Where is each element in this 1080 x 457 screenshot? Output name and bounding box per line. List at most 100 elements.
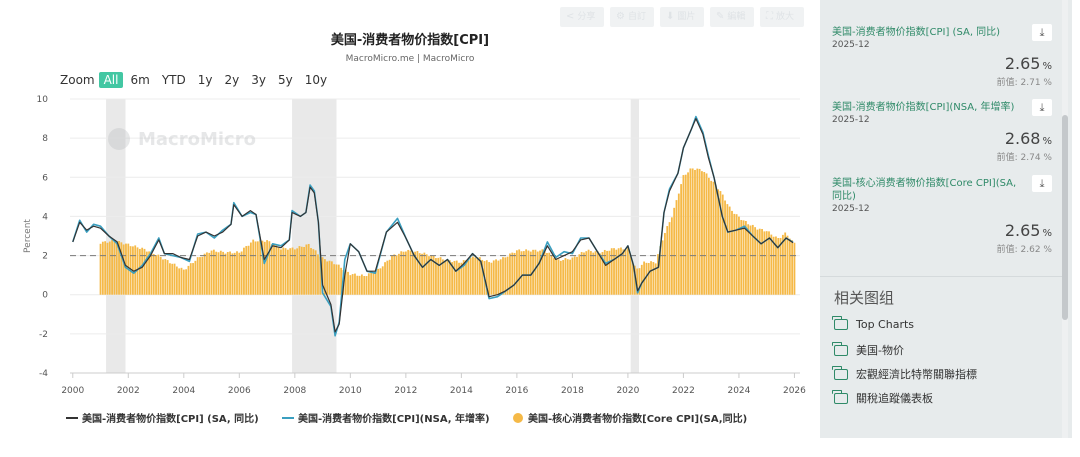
watermark: MacroMicro [108, 128, 256, 150]
core-cpi-bar [335, 264, 338, 295]
zoom-option-ytd[interactable]: YTD [161, 73, 186, 87]
core-cpi-bar [388, 259, 391, 295]
sidebar-scrollbar[interactable] [1062, 0, 1068, 438]
indicator-title[interactable]: 美国-核心消费者物价指数[Core CPI](SA,同比) [832, 178, 1017, 202]
core-cpi-bar [296, 248, 299, 295]
indicator-date: 2025-12 [832, 204, 870, 214]
indicator-card[interactable]: 美国-消费者物价指数[CPI] (SA, 同比) 2025-12 ⤓ 2.65% 前值:… [832, 24, 1058, 98]
settings-button[interactable]: ⚙ 自訂 [610, 7, 654, 27]
core-cpi-bar [282, 247, 285, 295]
core-cpi-bar [687, 172, 689, 295]
indicator-card[interactable]: 美国-核心消费者物价指数[Core CPI](SA,同比) 2025-12 ⤓ 2.6… [832, 175, 1058, 255]
core-cpi-bar [268, 241, 271, 295]
core-cpi-bar [277, 247, 280, 295]
core-cpi-bar [555, 258, 558, 295]
scrollbar-thumb[interactable] [1062, 115, 1068, 320]
core-cpi-bar [305, 244, 308, 295]
core-cpi-bar [310, 248, 312, 295]
core-cpi-bar [386, 260, 389, 295]
download-icon[interactable]: ⤓ [1032, 175, 1052, 192]
core-cpi-bar [657, 254, 659, 295]
core-cpi-bar [178, 268, 181, 295]
core-cpi-bar [455, 260, 458, 295]
core-cpi-bar [125, 243, 127, 295]
core-cpi-bar [744, 220, 747, 295]
indicator-previous: 前值: 2.62 % [996, 245, 1052, 255]
core-cpi-bar [534, 249, 537, 295]
zoom-option-all[interactable]: All [98, 72, 124, 88]
core-cpi-bar [781, 234, 784, 295]
indicator-value: 2.65% [1005, 54, 1052, 73]
indicator-title[interactable]: 美国-消费者物价指数[CPI] (SA, 同比) [832, 27, 1001, 38]
zoom-option-10y[interactable]: 10y [304, 73, 328, 87]
core-cpi-bar [707, 177, 710, 295]
zoom-option-1y[interactable]: 1y [197, 73, 213, 87]
download-icon[interactable]: ⤓ [1032, 24, 1052, 41]
core-cpi-bar [104, 241, 107, 295]
share-icon: < [566, 11, 575, 22]
core-cpi-bar [208, 252, 211, 295]
zoom-option-3y[interactable]: 3y [251, 73, 266, 87]
y-tick-label: -2 [39, 330, 48, 340]
core-cpi-bar [587, 249, 590, 295]
y-axis-label: Percent [23, 219, 33, 253]
core-cpi-bar [111, 239, 113, 295]
core-cpi-bar [115, 242, 118, 295]
core-cpi-bar [633, 265, 636, 295]
core-cpi-bar [724, 200, 726, 295]
core-cpi-bar [166, 260, 169, 295]
core-cpi-bar [173, 263, 176, 295]
fullscreen-button[interactable]: ⛶ 放大 [760, 7, 804, 27]
cpi-sa-line [72, 117, 794, 333]
share-button[interactable]: < 分享 [560, 7, 604, 27]
pencil-icon: ✎ [716, 11, 725, 22]
download-icon[interactable]: ⤓ [1032, 99, 1052, 116]
core-cpi-bar [765, 231, 768, 295]
indicator-sidebar: 美国-消费者物价指数[CPI] (SA, 同比) 2025-12 ⤓ 2.65% 前值:… [820, 0, 1072, 438]
core-cpi-bar [573, 256, 576, 295]
related-chart-link[interactable]: 美国-物价 [832, 341, 904, 358]
indicator-value: 2.65% [1005, 221, 1052, 240]
core-cpi-bar [326, 261, 329, 295]
y-tick-label: -4 [39, 369, 48, 379]
core-cpi-bar [99, 243, 102, 295]
core-cpi-bar [520, 251, 523, 295]
core-cpi-bar [777, 238, 780, 295]
core-cpi-bar [407, 249, 410, 295]
indicator-title[interactable]: 美国-消费者物价指数[CPI](NSA, 年增率) [832, 102, 1015, 113]
core-cpi-bar [518, 249, 521, 295]
core-cpi-bar [275, 244, 278, 295]
zoom-option-2y[interactable]: 2y [224, 73, 240, 87]
related-chart-link[interactable]: 宏觀經濟比特幣關聯指標 [832, 365, 977, 382]
related-chart-link[interactable]: Top Charts [832, 316, 914, 331]
image-button[interactable]: ⬇ 圖片 [660, 7, 704, 27]
indicator-card[interactable]: 美国-消费者物价指数[CPI](NSA, 年增率) 2025-12 ⤓ 2.68% 前值… [832, 99, 1058, 173]
core-cpi-bar [289, 248, 292, 295]
core-cpi-bar [536, 251, 539, 295]
core-cpi-bar [682, 175, 685, 295]
core-cpi-bar [155, 255, 157, 295]
core-cpi-bar [550, 255, 553, 295]
core-cpi-bar [171, 263, 174, 295]
indicator-date: 2025-12 [832, 40, 870, 50]
image-label: 圖片 [677, 12, 696, 22]
zoom-option-6m[interactable]: 6m [130, 73, 150, 87]
related-chart-link[interactable]: 關稅追蹤儀表板 [832, 389, 933, 406]
x-tick-label: 2020 [616, 386, 639, 396]
core-cpi-bar [721, 194, 724, 295]
y-tick-label: 0 [42, 291, 48, 301]
core-cpi-bar [418, 253, 421, 295]
x-tick-label: 2006 [228, 386, 251, 396]
core-cpi-bar [631, 261, 634, 295]
chart-toolbar: < 分享 ⚙ 自訂 ⬇ 圖片 ✎ 編輯 ⛶ 放大 [560, 7, 804, 27]
core-cpi-bar [522, 251, 525, 295]
zoom-option-5y[interactable]: 5y [277, 73, 293, 87]
core-cpi-bar [478, 257, 481, 295]
core-cpi-bar [689, 168, 692, 295]
recession-band [630, 99, 640, 373]
edit-button[interactable]: ✎ 編輯 [710, 7, 754, 27]
core-cpi-bar [367, 273, 370, 295]
core-cpi-bar [411, 252, 414, 295]
core-cpi-bar [525, 249, 528, 295]
core-cpi-bar [768, 231, 770, 295]
